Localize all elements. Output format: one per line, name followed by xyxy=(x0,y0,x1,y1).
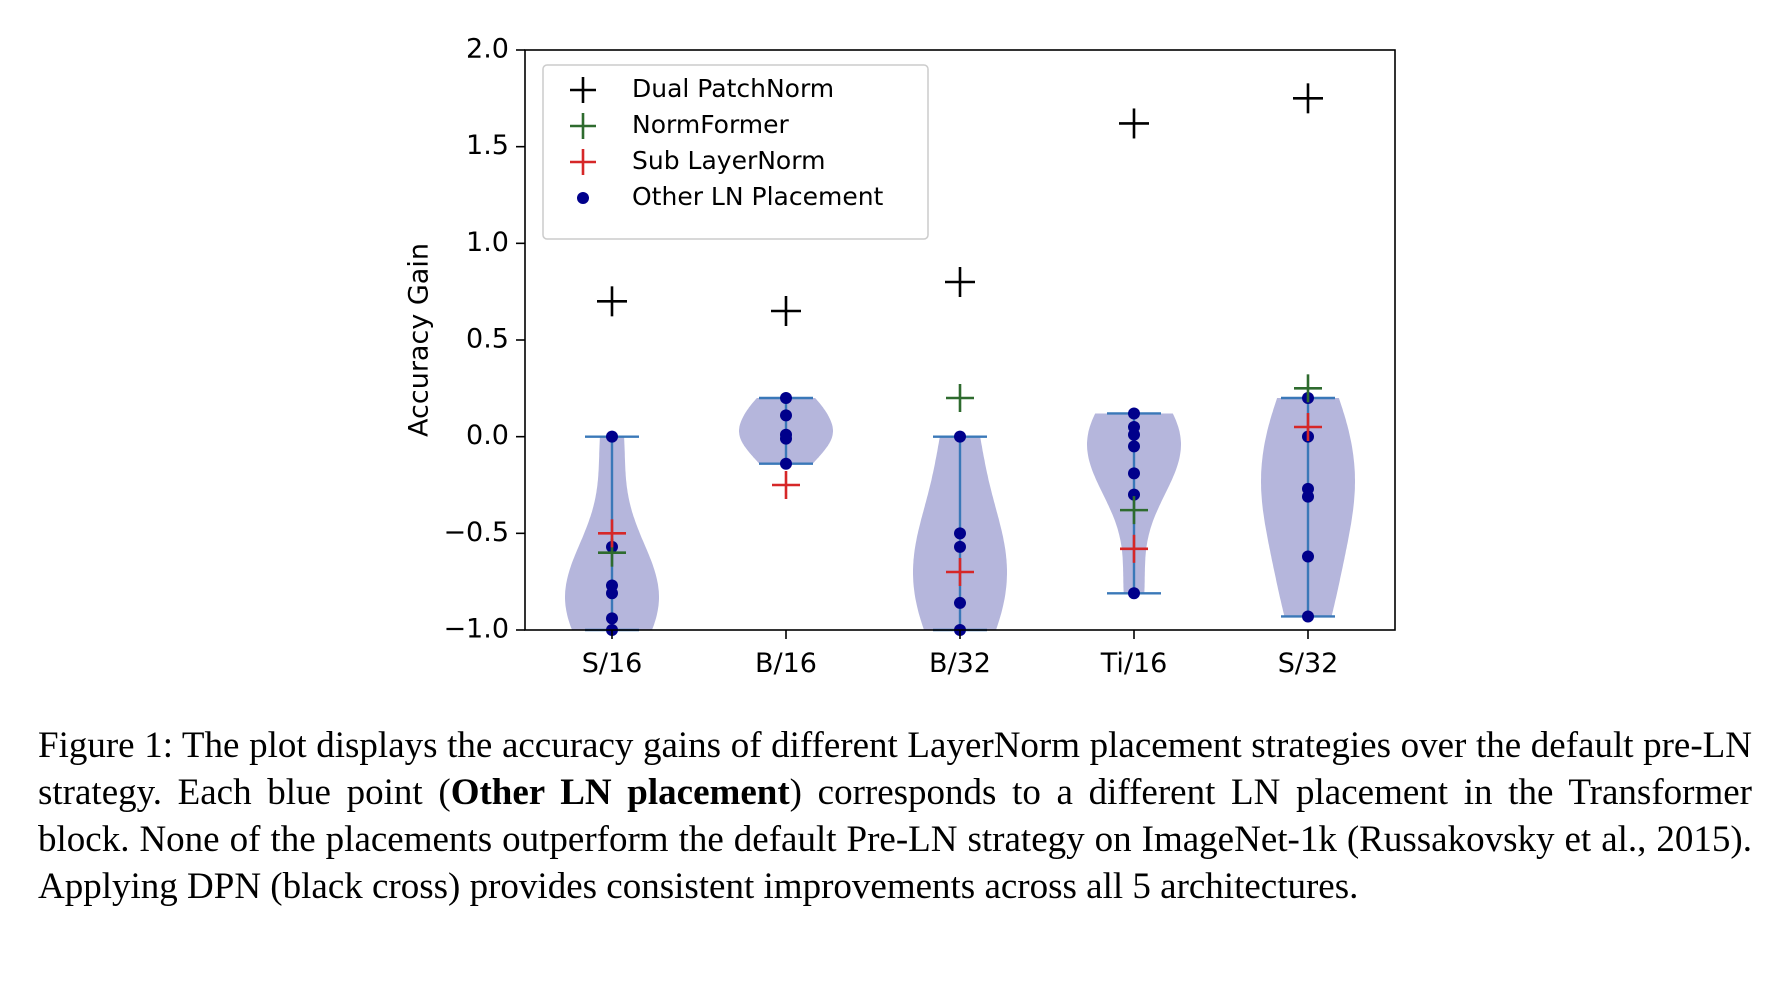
y-tick-label: 0.5 xyxy=(466,324,509,355)
legend-item-normformer: NormFormer xyxy=(570,110,790,139)
other-ln-point xyxy=(954,527,966,540)
x-tick-label: S/32 xyxy=(1278,648,1339,679)
legend-marker-dual-patchnorm xyxy=(570,77,596,103)
x-tick-label: Ti/16 xyxy=(1100,648,1168,679)
violin-chart: −1.0 −0.5 0.0 0.5 1.0 1.5 2.0 S/16 B/16 B/32 Ti/1… xyxy=(404,34,1396,679)
sub-layernorm-marker xyxy=(946,558,974,586)
other-ln-point xyxy=(780,457,792,470)
y-axis: −1.0 −0.5 0.0 0.5 1.0 1.5 2.0 xyxy=(443,34,525,645)
other-ln-point xyxy=(1128,428,1140,441)
legend-label: Other LN Placement xyxy=(632,182,884,211)
legend-label: Dual PatchNorm xyxy=(632,74,834,103)
other-ln-point xyxy=(780,409,792,422)
legend-marker-normformer xyxy=(570,113,596,139)
other-ln-point xyxy=(954,540,966,553)
legend: Dual PatchNorm NormFormer Sub LayerNorm Oth… xyxy=(542,64,929,240)
legend-item-other-ln-placement: Other LN Placement xyxy=(577,182,884,211)
legend-marker-sub-layernorm xyxy=(570,149,596,175)
other-ln-point xyxy=(606,587,618,600)
other-ln-point xyxy=(1128,587,1140,600)
y-axis-label: Accuracy Gain xyxy=(404,243,435,437)
other-ln-point xyxy=(1302,610,1314,623)
legend-label: Sub LayerNorm xyxy=(632,146,825,175)
legend-item-dual-patchnorm: Dual PatchNorm xyxy=(570,74,834,103)
x-tick-label: S/16 xyxy=(582,648,643,679)
other-ln-point xyxy=(1128,440,1140,453)
other-ln-point xyxy=(1302,490,1314,503)
dual-patchnorm-marker xyxy=(945,267,975,297)
other-ln-point xyxy=(780,392,792,404)
other-ln-point xyxy=(1128,488,1140,501)
sub-layernorm-marker xyxy=(1294,413,1322,441)
normformer-marker xyxy=(1120,496,1148,525)
caption-bold: Other LN placement xyxy=(450,772,790,813)
caption-prefix: Figure 1: The plot displays the accuracy… xyxy=(38,725,1752,813)
dual-patchnorm-marker xyxy=(1119,108,1149,139)
other-ln-point xyxy=(780,432,792,445)
y-tick-label: 0.0 xyxy=(466,420,509,451)
y-tick-label: 1.0 xyxy=(466,227,509,258)
sub-layernorm-marker xyxy=(598,519,626,548)
figure-caption: Figure 1: The plot displays the accuracy… xyxy=(38,722,1752,910)
normformer-marker xyxy=(1294,374,1322,403)
sub-layernorm-marker xyxy=(1120,534,1148,563)
x-axis: S/16 B/16 B/32 Ti/16 S/32 xyxy=(582,630,1339,679)
legend-frame xyxy=(542,64,929,240)
other-ln-point xyxy=(954,596,966,609)
data-points xyxy=(597,83,1323,636)
y-tick-label: 2.0 xyxy=(466,34,509,65)
other-ln-point xyxy=(606,430,618,443)
other-ln-point xyxy=(1128,407,1140,420)
y-tick-label: 1.5 xyxy=(466,130,509,161)
dual-patchnorm-marker xyxy=(1293,83,1323,114)
dual-patchnorm-marker xyxy=(771,296,801,326)
normformer-marker xyxy=(946,384,974,412)
x-tick-label: B/32 xyxy=(929,648,991,679)
x-tick-label: B/16 xyxy=(755,648,817,679)
dual-patchnorm-marker xyxy=(597,286,627,317)
other-ln-point xyxy=(1128,467,1140,480)
legend-marker-other-ln-placement xyxy=(577,192,589,204)
legend-item-sub-layernorm: Sub LayerNorm xyxy=(570,146,825,175)
sub-layernorm-marker xyxy=(772,471,800,499)
legend-label: NormFormer xyxy=(632,110,790,139)
other-ln-point xyxy=(954,430,966,443)
y-tick-label: −0.5 xyxy=(443,517,509,548)
other-ln-point xyxy=(1302,550,1314,563)
caption-suffix: ) corresponds to a different LN placemen… xyxy=(38,772,1752,907)
other-ln-point xyxy=(606,612,618,625)
y-tick-label: −1.0 xyxy=(443,614,509,645)
